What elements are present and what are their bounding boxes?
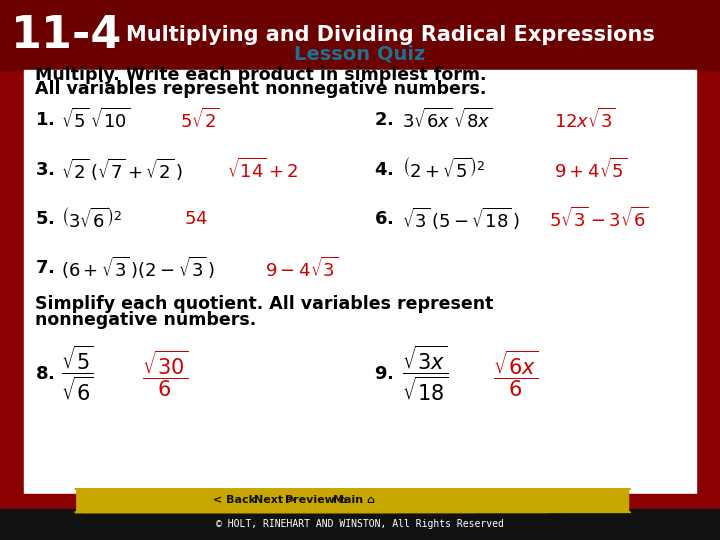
- Text: $\mathbf{1.}$: $\mathbf{1.}$: [35, 111, 54, 129]
- Text: $\dfrac{\sqrt{3x}}{\sqrt{18}}$: $\dfrac{\sqrt{3x}}{\sqrt{18}}$: [402, 344, 448, 403]
- Text: $\dfrac{\sqrt{6x}}{6}$: $\dfrac{\sqrt{6x}}{6}$: [493, 348, 539, 399]
- Text: Next >: Next >: [254, 495, 296, 505]
- Text: $5\sqrt{3}-3\sqrt{6}$: $5\sqrt{3}-3\sqrt{6}$: [549, 207, 649, 231]
- Text: $\dfrac{\sqrt{5}}{\sqrt{6}}$: $\dfrac{\sqrt{5}}{\sqrt{6}}$: [61, 344, 94, 403]
- Text: $\mathbf{4.}$: $\mathbf{4.}$: [374, 160, 394, 179]
- Text: $54$: $54$: [184, 210, 207, 228]
- Text: Lesson Quiz: Lesson Quiz: [294, 44, 426, 64]
- Text: $9-4\sqrt{3}$: $9-4\sqrt{3}$: [265, 256, 338, 280]
- Text: 11-4: 11-4: [11, 14, 122, 57]
- Text: $\mathbf{2.}$: $\mathbf{2.}$: [374, 111, 394, 129]
- Text: $(6+\sqrt{3}\,)(2-\sqrt{3}\,)$: $(6+\sqrt{3}\,)(2-\sqrt{3}\,)$: [61, 255, 215, 281]
- FancyBboxPatch shape: [84, 489, 549, 512]
- Text: $5\sqrt{2}$: $5\sqrt{2}$: [180, 108, 220, 132]
- Text: $\sqrt{5}\,\sqrt{10}$: $\sqrt{5}\,\sqrt{10}$: [61, 108, 130, 132]
- Text: All variables represent nonnegative numbers.: All variables represent nonnegative numb…: [35, 80, 486, 98]
- Text: $\left(3\sqrt{6}\right)^{2}$: $\left(3\sqrt{6}\right)^{2}$: [61, 207, 122, 232]
- Text: $\mathbf{7.}$: $\mathbf{7.}$: [35, 259, 54, 278]
- Text: $\mathbf{6.}$: $\mathbf{6.}$: [374, 210, 394, 228]
- Text: $\dfrac{\sqrt{30}}{6}$: $\dfrac{\sqrt{30}}{6}$: [142, 348, 188, 399]
- Text: Preview ⌂: Preview ⌂: [285, 495, 347, 505]
- Text: $\mathbf{8.}$: $\mathbf{8.}$: [35, 364, 54, 383]
- Text: $\sqrt{2}\,(\sqrt{7}+\sqrt{2}\,)$: $\sqrt{2}\,(\sqrt{7}+\sqrt{2}\,)$: [61, 157, 183, 183]
- Text: < Back: < Back: [213, 495, 256, 505]
- Text: Multiplying and Dividing Radical Expressions: Multiplying and Dividing Radical Express…: [126, 25, 655, 45]
- Text: nonnegative numbers.: nonnegative numbers.: [35, 310, 256, 329]
- Text: $9+4\sqrt{5}$: $9+4\sqrt{5}$: [554, 158, 628, 181]
- Text: $\mathbf{9.}$: $\mathbf{9.}$: [374, 364, 394, 383]
- FancyBboxPatch shape: [75, 489, 395, 512]
- Bar: [24, 70, 696, 494]
- Bar: [0, 494, 720, 509]
- FancyBboxPatch shape: [75, 489, 475, 512]
- Bar: [0, 509, 720, 540]
- Text: $\sqrt{3}\,(5-\sqrt{18}\,)$: $\sqrt{3}\,(5-\sqrt{18}\,)$: [402, 206, 520, 232]
- Text: $\left(2+\sqrt{5}\right)^{2}$: $\left(2+\sqrt{5}\right)^{2}$: [402, 157, 485, 182]
- Text: Simplify each quotient. All variables represent: Simplify each quotient. All variables re…: [35, 295, 493, 313]
- Text: © HOLT, RINEHART AND WINSTON, All Rights Reserved: © HOLT, RINEHART AND WINSTON, All Rights…: [216, 519, 504, 529]
- Text: $\mathbf{3.}$: $\mathbf{3.}$: [35, 160, 54, 179]
- Bar: [0, 0, 720, 70]
- Text: Multiply. Write each product in simplest form.: Multiply. Write each product in simplest…: [35, 65, 486, 84]
- FancyBboxPatch shape: [76, 489, 631, 512]
- Text: $3\sqrt{6x}\,\sqrt{8x}$: $3\sqrt{6x}\,\sqrt{8x}$: [402, 108, 492, 132]
- Text: $12x\sqrt{3}$: $12x\sqrt{3}$: [554, 108, 616, 132]
- Text: $\mathbf{5.}$: $\mathbf{5.}$: [35, 210, 54, 228]
- Text: $\sqrt{14}+2$: $\sqrt{14}+2$: [227, 158, 299, 181]
- Text: Main ⌂: Main ⌂: [333, 495, 374, 505]
